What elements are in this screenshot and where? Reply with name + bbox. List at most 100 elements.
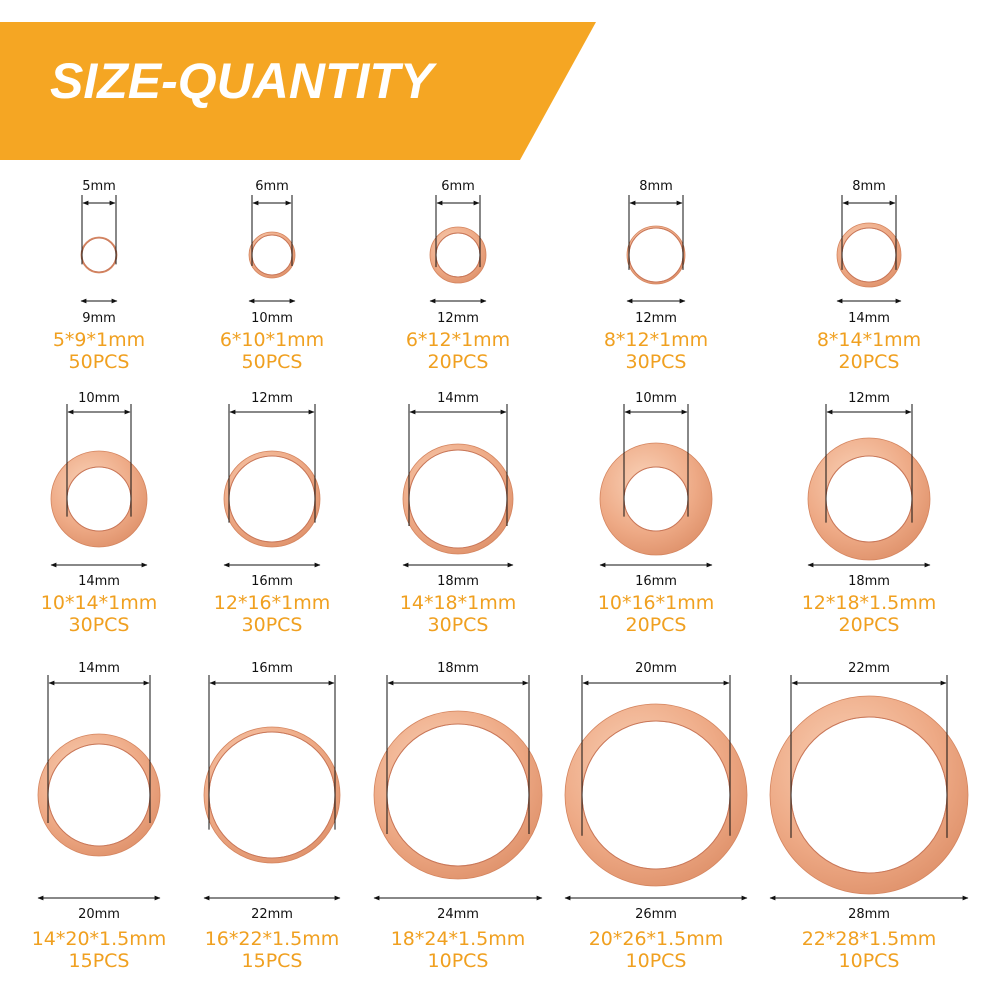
outer-diameter-label: 12mm <box>635 311 677 326</box>
washer-hole-edge <box>251 234 293 276</box>
inner-diameter-label: 22mm <box>848 661 890 676</box>
outer-diameter-label: 12mm <box>437 311 479 326</box>
copper-washer-ring <box>402 443 514 555</box>
washer-spec-label: 6*12*1mm <box>406 329 510 351</box>
washer-quantity-label: 50PCS <box>242 351 303 373</box>
inner-diameter-label: 8mm <box>852 179 886 194</box>
washer-hole-edge <box>790 716 948 874</box>
inner-diameter-label: 12mm <box>848 391 890 406</box>
washer-quantity-label: 20PCS <box>428 351 489 373</box>
washer-hole-edge <box>47 743 151 847</box>
outer-diameter-label: 16mm <box>635 574 677 589</box>
washer-spec-label: 10*16*1mm <box>598 592 714 614</box>
copper-washer-ring <box>37 733 161 857</box>
washer-hole-edge <box>435 232 481 278</box>
inner-diameter-label: 10mm <box>78 391 120 406</box>
washer-hole-edge <box>628 227 684 283</box>
washer-quantity-label: 30PCS <box>626 351 687 373</box>
washer-hole-edge <box>208 731 336 859</box>
copper-washer-ring <box>836 222 902 288</box>
copper-washer-ring <box>248 231 296 279</box>
inner-diameter-label: 18mm <box>437 661 479 676</box>
washer-spec-label: 16*22*1.5mm <box>205 928 340 950</box>
outer-diameter-label: 20mm <box>78 907 120 922</box>
washer-hole-edge <box>81 237 117 273</box>
washer-spec-label: 6*10*1mm <box>220 329 324 351</box>
outer-diameter-label: 18mm <box>437 574 479 589</box>
washer-quantity-label: 30PCS <box>428 614 489 636</box>
washer-quantity-label: 20PCS <box>626 614 687 636</box>
outer-diameter-label: 9mm <box>82 311 116 326</box>
washer-spec-label: 12*18*1.5mm <box>802 592 937 614</box>
washer-quantity-label: 50PCS <box>69 351 130 373</box>
washer-spec-label: 20*26*1.5mm <box>589 928 724 950</box>
inner-diameter-label: 14mm <box>78 661 120 676</box>
outer-diameter-label: 14mm <box>848 311 890 326</box>
washer-spec-label: 12*16*1mm <box>214 592 330 614</box>
washer-hole-edge <box>581 720 731 870</box>
washer-quantity-label: 20PCS <box>839 614 900 636</box>
banner-shape <box>0 22 596 160</box>
washer-spec-label: 18*24*1.5mm <box>391 928 526 950</box>
washer-hole-edge <box>386 723 530 867</box>
washer-quantity-label: 30PCS <box>69 614 130 636</box>
washer-spec-label: 10*14*1mm <box>41 592 157 614</box>
washer-quantity-label: 10PCS <box>626 950 687 972</box>
washer-quantity-label: 30PCS <box>242 614 303 636</box>
copper-washer-ring <box>223 450 321 548</box>
outer-diameter-label: 10mm <box>251 311 293 326</box>
outer-diameter-label: 22mm <box>251 907 293 922</box>
outer-diameter-label: 16mm <box>251 574 293 589</box>
washer-spec-label: 22*28*1.5mm <box>802 928 937 950</box>
outer-diameter-label: 14mm <box>78 574 120 589</box>
washer-spec-label: 14*20*1.5mm <box>32 928 167 950</box>
washer-hole-edge <box>623 466 689 532</box>
washer-spec-label: 5*9*1mm <box>53 329 145 351</box>
inner-diameter-label: 5mm <box>82 179 116 194</box>
title-banner <box>0 22 596 160</box>
washer-quantity-label: 10PCS <box>839 950 900 972</box>
washer-spec-label: 8*14*1mm <box>817 329 921 351</box>
inner-diameter-label: 20mm <box>635 661 677 676</box>
inner-diameter-label: 14mm <box>437 391 479 406</box>
washer-hole-edge <box>66 466 132 532</box>
outer-diameter-label: 24mm <box>437 907 479 922</box>
copper-washer-ring <box>80 236 118 274</box>
washer-hole-edge <box>228 455 316 543</box>
inner-diameter-label: 10mm <box>635 391 677 406</box>
copper-washer-ring <box>626 225 686 285</box>
copper-washer-ring <box>203 726 341 864</box>
inner-diameter-label: 6mm <box>441 179 475 194</box>
washer-quantity-label: 10PCS <box>428 950 489 972</box>
copper-washer-ring <box>599 442 713 556</box>
copper-washer-ring <box>769 695 969 895</box>
page-title: SIZE-QUANTITY <box>50 53 434 109</box>
copper-washer-ring <box>429 226 487 284</box>
inner-diameter-label: 16mm <box>251 661 293 676</box>
inner-diameter-label: 12mm <box>251 391 293 406</box>
copper-washer-ring <box>564 703 748 887</box>
inner-diameter-label: 6mm <box>255 179 289 194</box>
copper-washer-ring <box>50 450 148 548</box>
washer-spec-label: 14*18*1mm <box>400 592 516 614</box>
washer-spec-label: 8*12*1mm <box>604 329 708 351</box>
outer-diameter-label: 28mm <box>848 907 890 922</box>
washer-hole-edge <box>825 455 913 543</box>
copper-washer-ring <box>373 710 543 880</box>
washer-quantity-label: 20PCS <box>839 351 900 373</box>
washer-quantity-label: 15PCS <box>242 950 303 972</box>
inner-diameter-label: 8mm <box>639 179 673 194</box>
